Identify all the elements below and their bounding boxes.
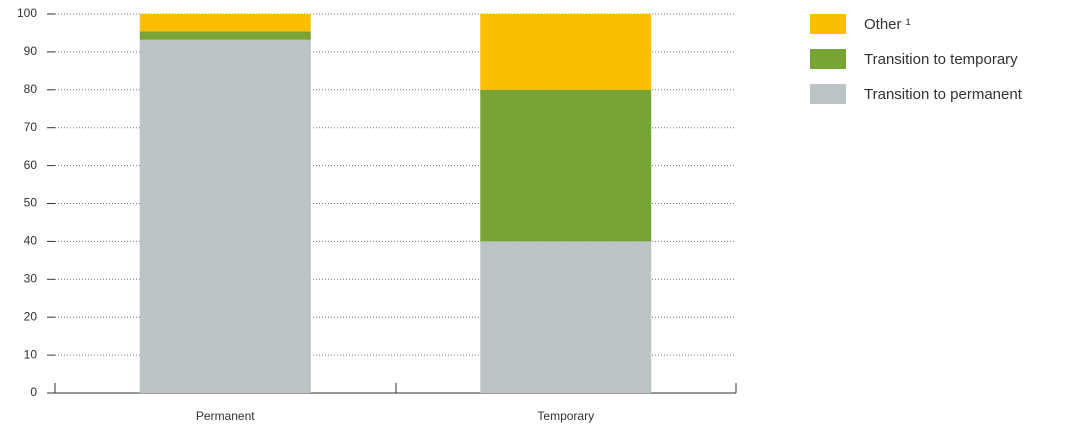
legend-swatch — [810, 84, 846, 104]
bar-segment — [139, 14, 311, 32]
y-tick-label: 30 — [24, 271, 38, 285]
y-tick-label: 100 — [17, 6, 37, 20]
bar-segment — [480, 14, 652, 90]
y-tick-label: 20 — [24, 309, 38, 323]
y-tick-label: 60 — [24, 158, 38, 172]
y-tick-label: 90 — [24, 44, 38, 58]
y-tick-label: 70 — [24, 120, 38, 134]
bar-segment — [139, 39, 311, 393]
y-tick-label: 0 — [30, 385, 37, 399]
y-tick-label: 50 — [24, 196, 38, 210]
y-tick-label: 10 — [24, 347, 38, 361]
y-tick-label: 80 — [24, 82, 38, 96]
legend-label: Transition to permanent — [864, 86, 1023, 103]
x-tick-label: Permanent — [196, 409, 255, 423]
legend-label: Other ¹ — [864, 16, 911, 33]
bar-segment — [480, 241, 652, 393]
legend-swatch — [810, 14, 846, 34]
legend-swatch — [810, 49, 846, 69]
legend-label: Transition to temporary — [864, 51, 1018, 68]
y-tick-label: 40 — [24, 234, 38, 248]
x-tick-label: Temporary — [537, 409, 594, 423]
bar-segment — [480, 89, 652, 242]
bar-segment — [139, 31, 311, 40]
